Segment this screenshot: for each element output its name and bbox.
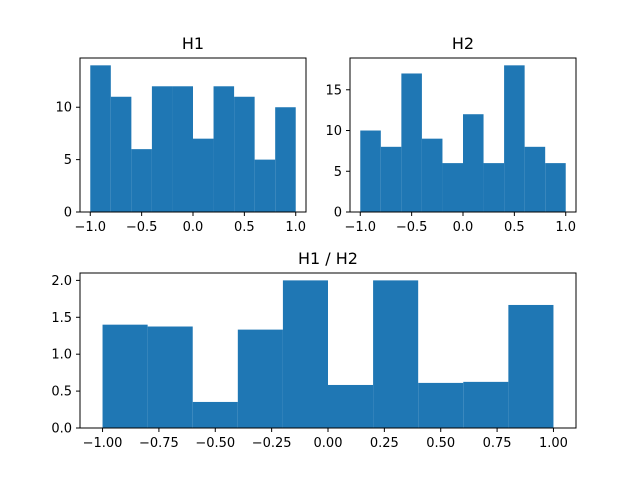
h1-xtick-label-3: 0.5 <box>234 220 255 235</box>
h1-bar-4 <box>172 86 193 212</box>
h2-bar-4 <box>442 163 463 212</box>
h1-bar-6 <box>213 86 235 212</box>
h1-ytick-label-0: 0 <box>64 206 72 221</box>
h2-ytick-label-1: 5 <box>334 165 342 180</box>
ratio-bar-2 <box>192 401 238 428</box>
h2-ytick-label-3: 15 <box>325 83 342 98</box>
ratio-bar-3 <box>237 329 283 428</box>
h2-bar-5 <box>463 114 484 212</box>
h2-bar-8 <box>524 146 546 212</box>
h2-xtick-label-0: −1.0 <box>344 220 376 235</box>
h1-title: H1 <box>182 34 204 53</box>
ratio-ytick-label-2: 1.0 <box>51 348 72 363</box>
h1-bar-5 <box>193 138 214 212</box>
h2-bar-9 <box>545 163 566 212</box>
h1-bar-7 <box>234 96 255 212</box>
ratio-xtick-label-6: 0.50 <box>426 436 455 451</box>
h1-bar-3 <box>151 86 173 212</box>
ratio-xtick-label-1: −0.75 <box>139 436 179 451</box>
histogram-h1: −1.0 −0.5 0.0 0.5 1.0 0 5 10 H1 <box>55 34 307 235</box>
h2-xtick-label-4: 1.0 <box>555 220 576 235</box>
ratio-ytick-label-1: 0.5 <box>51 385 72 400</box>
ratio-xtick-label-8: 1.00 <box>539 436 568 451</box>
h2-xtick-label-1: −0.5 <box>396 220 428 235</box>
ratio-bar-0 <box>102 324 148 428</box>
h2-bar-2 <box>401 73 422 213</box>
h2-bar-0 <box>360 130 381 212</box>
h1-xtick-label-2: 0.0 <box>183 220 204 235</box>
ratio-xtick-label-2: −0.50 <box>195 436 235 451</box>
h2-ytick-label-0: 0 <box>334 206 342 221</box>
h2-bar-6 <box>483 163 505 212</box>
h1-xtick-label-0: −1.0 <box>74 220 106 235</box>
h2-bar-7 <box>504 65 525 212</box>
histogram-ratio: −1.00 −0.75 −0.50 −0.25 0.00 0.25 0.50 0.75 1.00… <box>51 249 577 451</box>
ratio-bar-5 <box>328 384 374 428</box>
ratio-ytick-label-0: 0.0 <box>51 422 72 437</box>
h2-bar-1 <box>380 146 402 212</box>
h1-bar-1 <box>110 96 132 212</box>
h2-bar-3 <box>421 138 443 212</box>
h1-bar-0 <box>90 65 111 212</box>
h2-ytick-label-2: 10 <box>325 124 342 139</box>
h1-bar-8 <box>254 159 276 212</box>
histogram-h2: −1.0 −0.5 0.0 0.5 1.0 0 5 10 15 H2 <box>325 34 577 235</box>
h2-xtick-label-2: 0.0 <box>453 220 474 235</box>
ratio-ytick-label-3: 1.5 <box>51 311 72 326</box>
ratio-ytick-label-4: 2.0 <box>51 274 72 289</box>
ratio-bar-7 <box>418 382 464 428</box>
ratio-title: H1 / H2 <box>298 249 358 268</box>
h1-bar-9 <box>275 107 296 212</box>
ratio-xtick-label-0: −1.00 <box>83 436 123 451</box>
h2-xtick-label-3: 0.5 <box>504 220 525 235</box>
ratio-xtick-label-4: 0.00 <box>314 436 343 451</box>
h1-bar-2 <box>131 149 152 212</box>
h1-ytick-label-2: 10 <box>55 101 72 116</box>
h1-ytick-label-1: 5 <box>64 153 72 168</box>
ratio-bar-4 <box>282 280 328 428</box>
ratio-xtick-label-5: 0.25 <box>370 436 399 451</box>
h1-xtick-label-4: 1.0 <box>285 220 306 235</box>
ratio-bar-9 <box>508 304 554 428</box>
h2-title: H2 <box>452 34 474 53</box>
ratio-xtick-label-3: −0.25 <box>252 436 292 451</box>
h1-xtick-label-1: −0.5 <box>126 220 158 235</box>
ratio-bar-6 <box>373 280 419 428</box>
ratio-xtick-label-7: 0.75 <box>483 436 512 451</box>
ratio-bar-1 <box>147 326 193 428</box>
ratio-bar-8 <box>463 381 509 428</box>
